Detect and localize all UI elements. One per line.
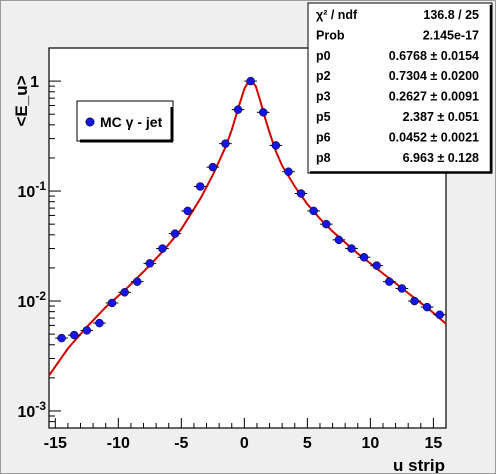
stats-row-label: χ² / ndf <box>316 8 358 22</box>
data-point <box>170 229 180 238</box>
y-tick-base: 10 <box>18 294 36 311</box>
data-point <box>145 259 155 268</box>
data-point <box>284 167 293 176</box>
y-axis-title-text: <E_u> <box>12 75 31 126</box>
stats-row-label: p8 <box>316 151 331 165</box>
x-tick-label: 0 <box>240 435 249 452</box>
data-point <box>195 182 205 191</box>
stats-row-value: 6.963 ± 0.128 <box>403 151 479 165</box>
data-point <box>322 219 331 229</box>
stats-row-value: 0.7304 ± 0.0200 <box>389 69 479 83</box>
data-point <box>120 288 129 297</box>
data-points <box>55 76 446 343</box>
stats-row-label: p3 <box>316 90 331 104</box>
data-point <box>347 244 356 253</box>
stats-row-value: 2.145e-17 <box>423 28 479 42</box>
x-tick-label: 10 <box>361 435 379 452</box>
y-tick-base: 10 <box>18 184 36 201</box>
y-tick-base: 10 <box>18 404 36 421</box>
x-tick-label: -5 <box>174 435 188 452</box>
x-tick-label: 5 <box>303 435 312 452</box>
stats-row-value: 0.6768 ± 0.0154 <box>389 49 479 63</box>
y-tick-label: 10-3 <box>18 399 47 421</box>
data-point <box>309 206 318 216</box>
x-tick-label: -15 <box>44 435 67 452</box>
data-point <box>95 318 104 328</box>
data-point <box>271 141 281 150</box>
y-tick-label: 1 <box>30 74 39 91</box>
stats-box-frame <box>307 2 493 174</box>
stats-row-label: p6 <box>316 130 331 144</box>
data-point <box>183 206 192 216</box>
legend: MC γ - jet <box>76 100 174 143</box>
stats-rows: χ² / ndf 136.8 / 25 Prob 2.145e-17 p0 0.6768 … <box>316 8 479 165</box>
x-tick-label: -10 <box>107 435 130 452</box>
y-tick-exponent: -1 <box>35 179 46 193</box>
data-point <box>435 310 444 319</box>
legend-entry-label: MC γ - jet <box>100 114 163 130</box>
stats-row-value: 2.387 ± 0.051 <box>403 110 479 124</box>
data-point <box>158 244 167 253</box>
data-point <box>372 261 381 270</box>
data-point <box>208 162 218 172</box>
y-tick-label: 10-1 <box>18 179 47 201</box>
data-point <box>359 253 369 262</box>
y-tick-exponent: -2 <box>35 289 46 303</box>
y-tick-label: 10-2 <box>18 289 47 311</box>
stats-row-label: Prob <box>316 28 345 42</box>
stats-row-label: p5 <box>316 110 331 124</box>
data-point <box>246 76 255 86</box>
data-point <box>259 108 268 117</box>
stats-row-value: 0.0452 ± 0.0021 <box>389 130 479 144</box>
data-point <box>107 298 117 308</box>
data-point <box>132 277 142 286</box>
data-point <box>296 189 306 198</box>
data-point <box>397 284 407 293</box>
data-point <box>221 139 230 148</box>
data-point <box>69 330 79 340</box>
y-tick-exponent: -3 <box>35 399 46 413</box>
x-axis-title: u strip <box>393 456 445 473</box>
stats-row-label: p0 <box>316 49 331 63</box>
data-point <box>82 326 92 335</box>
stats-row-label: p2 <box>316 69 331 83</box>
stats-box: χ² / ndf 136.8 / 25 Prob 2.145e-17 p0 0.6768 … <box>307 2 493 174</box>
stats-row-value: 0.2627 ± 0.0091 <box>389 90 479 104</box>
legend-marker <box>85 117 95 127</box>
x-tick-label: 15 <box>424 435 442 452</box>
y-axis-title: <E_u> <box>12 75 31 126</box>
axis-ticks <box>49 47 447 429</box>
data-point <box>334 235 344 245</box>
stats-row-value: 136.8 / 25 <box>423 8 479 22</box>
data-point <box>385 277 394 286</box>
data-point <box>422 302 432 312</box>
data-point <box>233 105 243 114</box>
data-point <box>57 333 66 343</box>
data-point <box>410 296 419 306</box>
